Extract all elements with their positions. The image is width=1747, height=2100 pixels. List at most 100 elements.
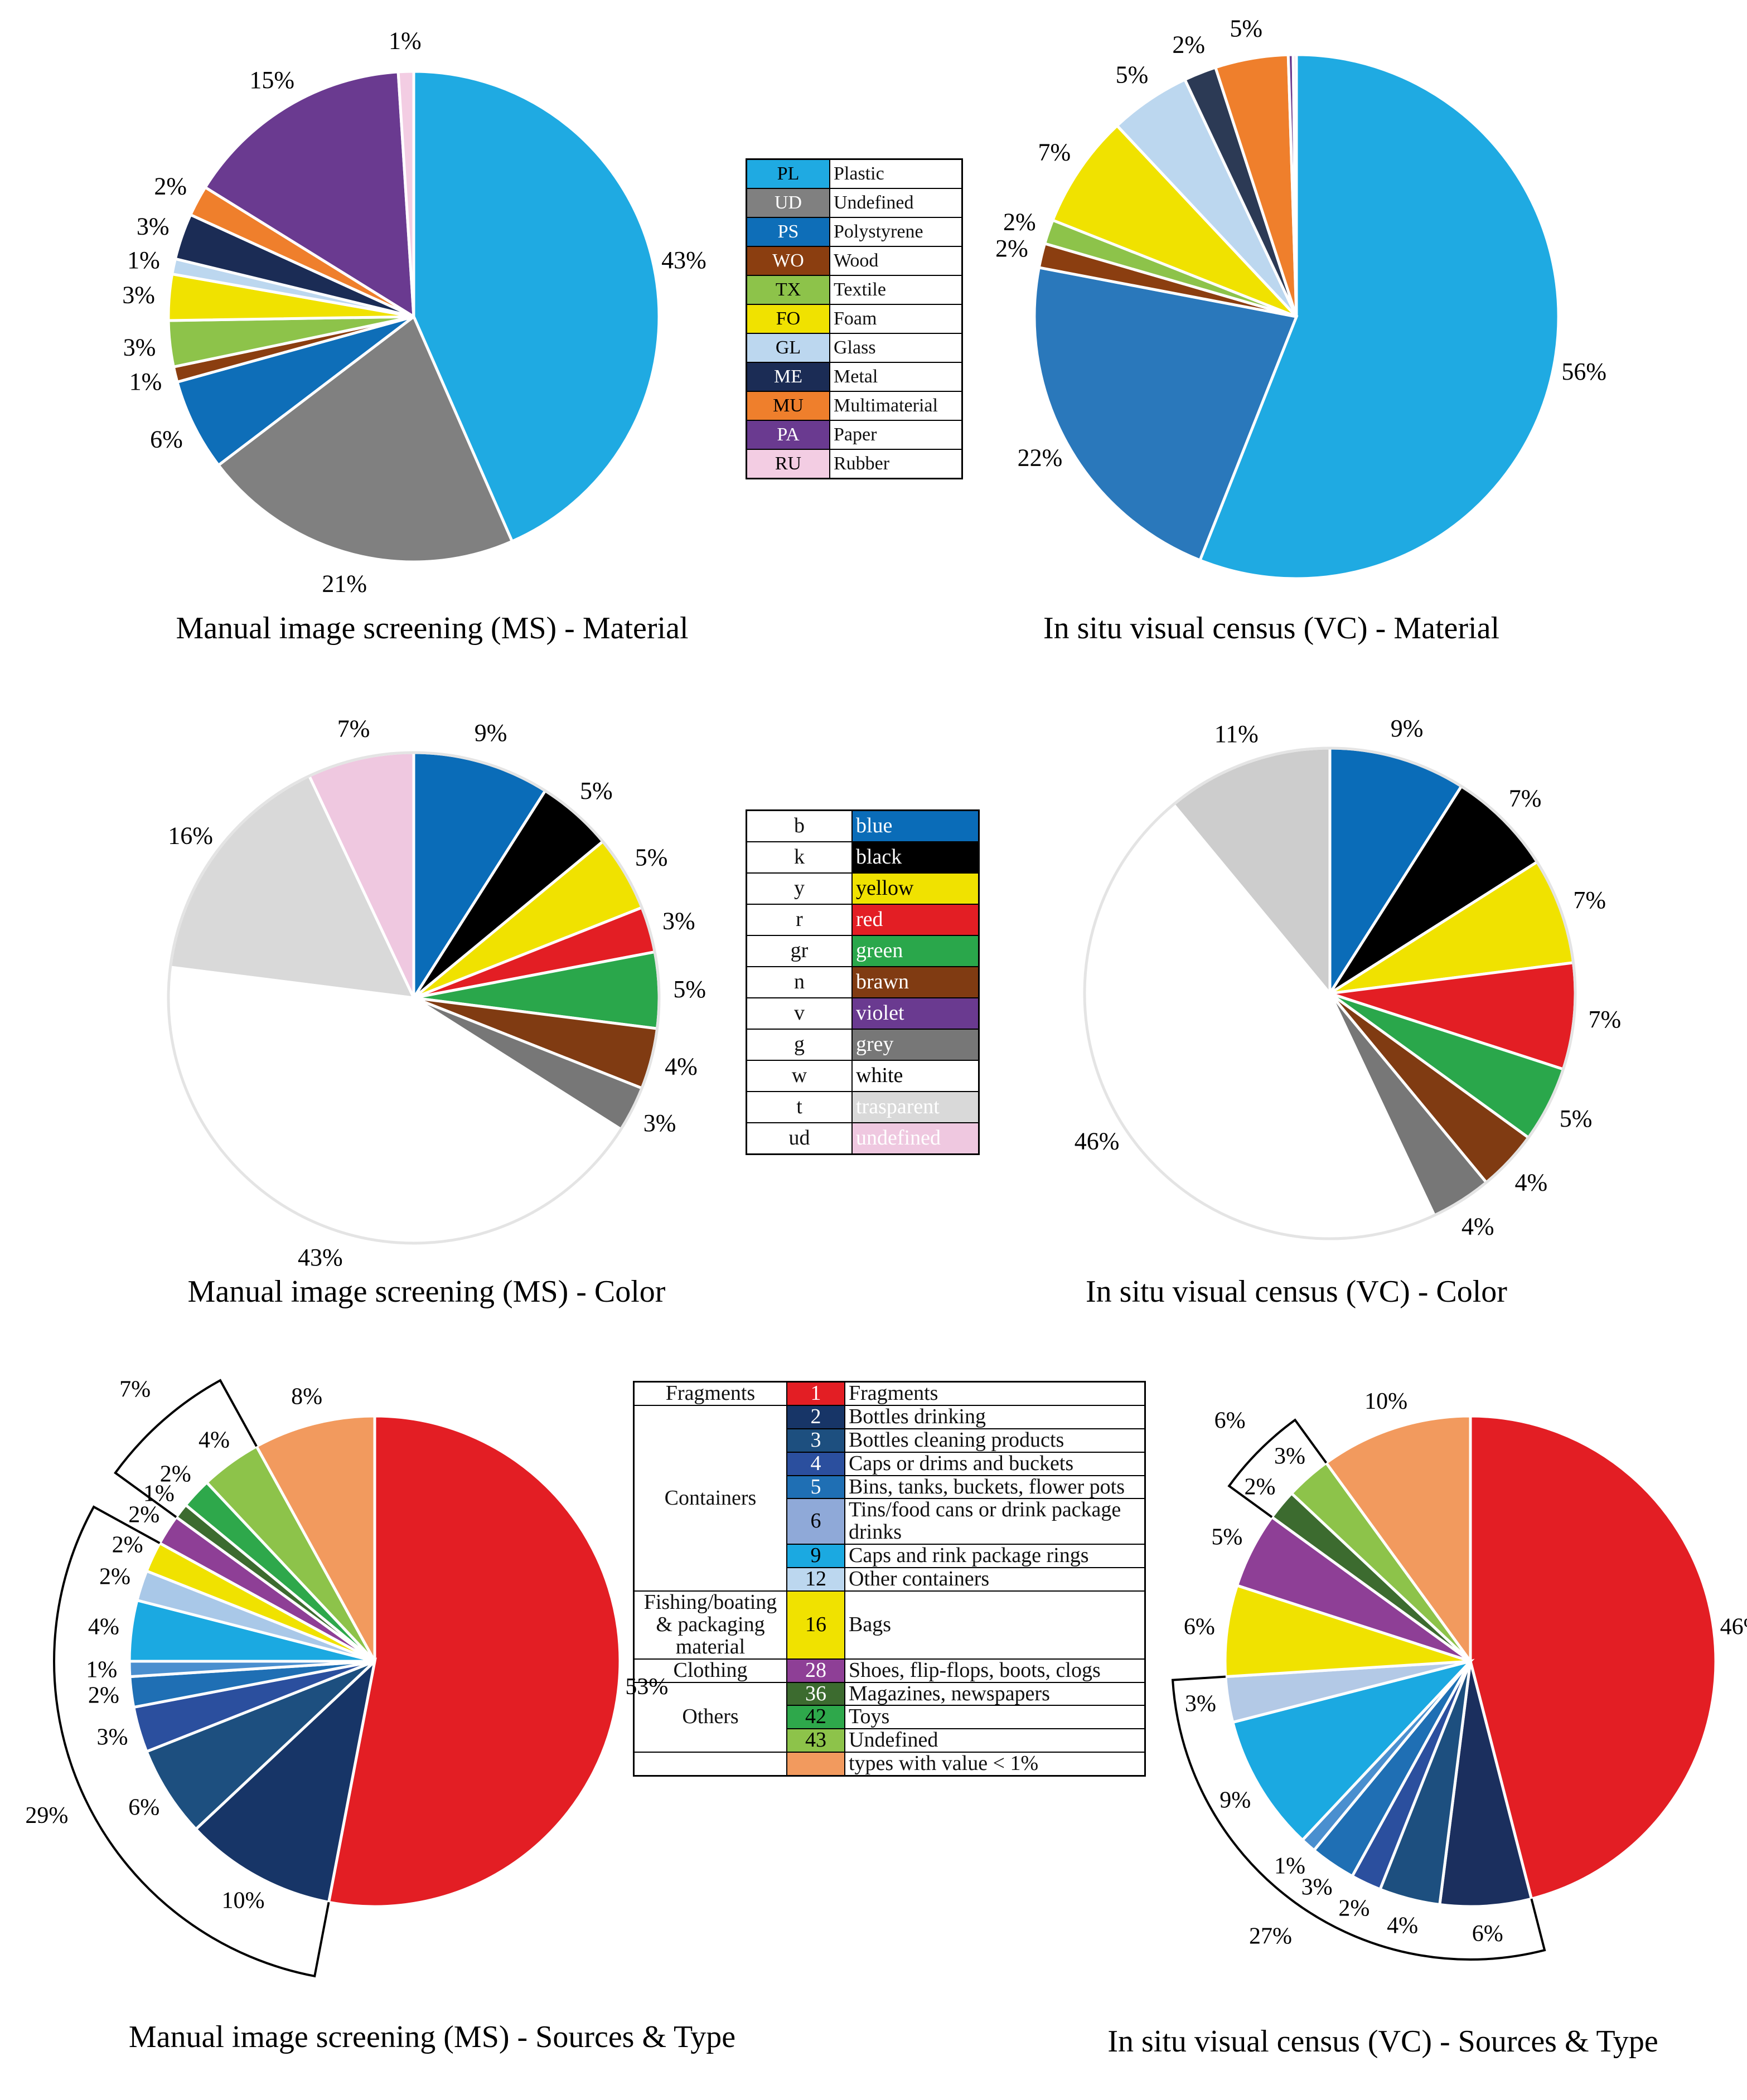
legend-row-other-containers: 12 Other containers (634, 1567, 1146, 1592)
legend-row-bottles-cleaning-products: 3 Bottles cleaning products (634, 1428, 1146, 1453)
slice-label-grey: 4% (1462, 1213, 1494, 1240)
slice-label-green: 5% (673, 976, 706, 1003)
pie-ms-color: 9% 5% 5% 3% 5% 4% 3% 43% 16% 7% (167, 715, 706, 1271)
group-label: 7% (119, 1376, 151, 1402)
chart-title-vc-material: In situ visual census (VC) - Material (1043, 611, 1499, 646)
legend-row-textile: TX Textile (746, 275, 963, 305)
slice-label-yellow: 5% (635, 844, 668, 871)
slice-label-textile: 3% (123, 333, 156, 361)
legend-row-wood: WO Wood (746, 246, 963, 276)
legend-material: PL Plastic UD Undefined PS Polystyrene WO Wood T… (746, 158, 963, 479)
slice-label-bins-tanks-buckets-flower-pots: 2% (88, 1682, 119, 1708)
legend-row-glass: GL Glass (746, 333, 963, 363)
slice-label-red: 7% (1588, 1006, 1621, 1033)
slice-label-polystyrene: 6% (150, 425, 183, 453)
slice-label-fragments: 46% (1720, 1614, 1747, 1640)
chart-title-ms-sources: Manual image screening (MS) - Sources & … (129, 2020, 735, 2054)
slice-label-black: 7% (1509, 784, 1542, 812)
pie-slice-bottles-drinking (1438, 1661, 1533, 1908)
legend-row-violet: v violet (746, 997, 980, 1030)
group-bracket (53, 1505, 330, 1978)
legend-row-black: k black (746, 841, 980, 874)
legend-row-tins-food-cans-or-drink-package-drinks: 6 Tins/food cans or drink package drinks (634, 1498, 1146, 1545)
group-bracket (1227, 1418, 1327, 1518)
legend-row-bottles-drinking: Containers 2 Bottles drinking (633, 1404, 1146, 1592)
slice-label-glass: 1% (127, 246, 160, 274)
slice-label-caps-and-rink-package-rings: 9% (1219, 1787, 1251, 1813)
chart-title-ms-color: Manual image screening (MS) - Color (188, 1274, 666, 1309)
slice-label-caps-or-drims-and-buckets: 3% (96, 1725, 128, 1750)
slice-label-other-containers: 3% (1185, 1691, 1216, 1717)
pie-slice-fragments (1469, 1414, 1717, 1901)
pie-ms-sources: 53%10%6%3%2%1%4%2%2%2%1%2%4%8%29%7% (25, 1376, 668, 1978)
slice-label-undefined: 3% (1274, 1443, 1305, 1469)
slice-label-wood: 1% (129, 368, 162, 395)
slice-label-blue: 9% (475, 719, 507, 746)
slice-label-magazines-newspapers: 2% (1244, 1475, 1275, 1500)
legend-row-paper: PA Paper (746, 420, 963, 450)
legend-row-white: w white (746, 1060, 980, 1092)
pie-slice-foam (1051, 123, 1298, 318)
legend-row-red: r red (746, 904, 980, 936)
slice-label-bags: 2% (112, 1532, 143, 1558)
legend-color: b blue k black y yellow r red gr green n brawn v viol… (746, 809, 980, 1155)
slice-label-white: 46% (1075, 1128, 1120, 1155)
pie-slice-plastic (412, 70, 661, 544)
legend-row-rubber: RU Rubber (746, 449, 963, 479)
group-label: 6% (1214, 1408, 1246, 1434)
slice-label-types-with-value-1: 8% (291, 1384, 322, 1409)
slice-label-plastic: 43% (661, 246, 706, 274)
legend-row-caps-and-rink-package-rings: 9 Caps and rink package rings (634, 1544, 1146, 1569)
slice-label-multimaterial: 2% (154, 173, 187, 200)
legend-row-undefined: UD Undefined (746, 188, 963, 218)
legend-row-bins-tanks-buckets-flower-pots: 5 Bins, tanks, buckets, flower pots (634, 1475, 1146, 1500)
legend-row-polystyrene: PS Polystyrene (746, 217, 963, 247)
pie-slice-paper (203, 70, 415, 319)
pie-ms-material: 43% 21% 6% 1% 3% 3% 1% 3% 2% 15% 1% (122, 27, 706, 598)
pie-slice-types-with-value-1 (254, 1414, 376, 1662)
slice-label-types-with-value-1: 10% (1364, 1389, 1407, 1414)
slice-label-other-containers: 2% (99, 1564, 130, 1590)
pie-slice-polystyrene (175, 315, 415, 467)
slice-label-metal: 3% (137, 213, 170, 240)
slice-label-tins-food-cans-or-drink-package-drinks: 1% (1274, 1854, 1305, 1879)
slice-label-brawn: 4% (665, 1053, 698, 1080)
slice-label-polystyrene: 22% (1018, 444, 1063, 471)
slice-label-undefined: 21% (322, 570, 367, 598)
legend-row-undefined: 43 Undefined (634, 1728, 1146, 1753)
slice-label-blue: 9% (1391, 715, 1424, 742)
chart-title-vc-color: In situ visual census (VC) - Color (1086, 1274, 1507, 1309)
slice-label-bottles-cleaning-products: 6% (128, 1795, 159, 1821)
pie-slice-undefined (216, 314, 514, 564)
slice-label-bins-tanks-buckets-flower-pots: 3% (1301, 1874, 1333, 1900)
legend-row-types-with-value-1: types with value < 1% (633, 1752, 1146, 1777)
pie-slice-rubber (1291, 53, 1298, 317)
legend-row-metal: ME Metal (746, 362, 963, 392)
chart-title-ms-material: Manual image screening (MS) - Material (176, 611, 688, 646)
legend-row-toys: 42 Toys (634, 1705, 1146, 1730)
legend-row-undefined: ud undefined (746, 1122, 980, 1155)
legend-row-shoes-flip-flops-boots-clogs: Clothing 28 Shoes, flip-flops, boots, clog… (633, 1658, 1146, 1683)
slice-label-bottles-drinking: 10% (221, 1888, 264, 1913)
slice-label-tins-food-cans-or-drink-package-drinks: 1% (86, 1657, 117, 1682)
group-label: 29% (25, 1803, 68, 1829)
pie-outline (1083, 746, 1577, 1240)
slice-label-bags: 6% (1184, 1614, 1215, 1640)
legend-row-brawn: n brawn (746, 966, 980, 998)
legend-row-plastic: PL Plastic (746, 158, 963, 189)
legend-row-bags: Fishing/boating & packaging material 16 Ba… (633, 1590, 1146, 1660)
slice-label-undefined: 7% (337, 715, 370, 742)
slice-label-toys: 2% (160, 1462, 191, 1487)
legend-row-trasparent: t trasparent (746, 1091, 980, 1123)
slice-label-undefined: 4% (199, 1428, 230, 1453)
pie-slice-types-with-value-1 (1324, 1414, 1472, 1666)
pie-slice-bags (1223, 1583, 1471, 1679)
pie-slice-plastic (1198, 53, 1560, 580)
pie-vc-sources: 46%6%4%2%3%1%9%3%6%5%2%3%10%27%6% (1171, 1389, 1747, 1961)
slice-label-white: 43% (298, 1244, 343, 1271)
slice-label-yellow: 7% (1573, 886, 1606, 914)
group-bracket (1171, 1675, 1546, 1961)
legend-sources-type: Fragments 1 Fragments Containers 2 Bottles dr… (633, 1381, 1146, 1777)
legend-row-grey: g grey (746, 1029, 980, 1061)
